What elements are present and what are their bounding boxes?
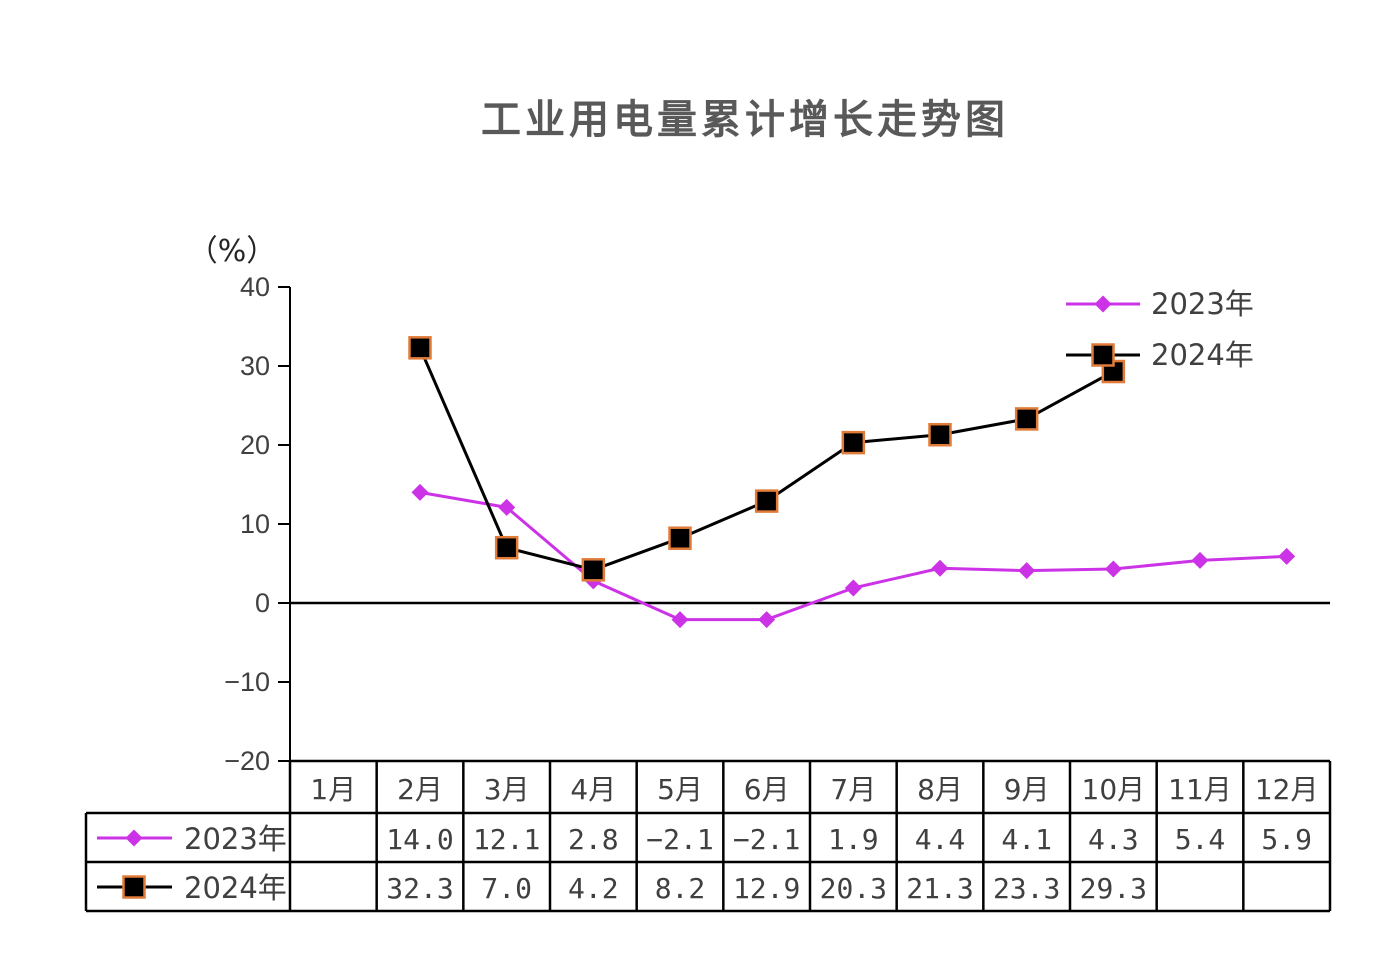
table-value-cell: 5.9 bbox=[1261, 823, 1312, 856]
table-value-cell: 8.2 bbox=[655, 872, 706, 905]
table-value-cell: 4.4 bbox=[915, 823, 966, 856]
table-value-cell: 12.9 bbox=[733, 872, 800, 905]
data-table: 1月 2月 3月 4月 5月 6月 7月 8月 9月 10月 11月 12月 2023年 14.0 12.1… bbox=[84, 759, 1332, 913]
table-value-cell: 20.3 bbox=[820, 872, 887, 905]
series-0-point bbox=[671, 611, 689, 629]
table-value-cell: 5.4 bbox=[1175, 823, 1226, 856]
table-value-cell: 32.3 bbox=[386, 872, 453, 905]
legend-label: 2024年 bbox=[1151, 338, 1254, 372]
table-header-cell: 5月 bbox=[657, 773, 703, 806]
table-header-cell: 10月 bbox=[1082, 773, 1146, 806]
series-0 bbox=[411, 483, 1296, 629]
table-value-cell: 7.0 bbox=[481, 872, 532, 905]
table-header-cell: 1月 bbox=[310, 773, 356, 806]
table-value-cell: 4.2 bbox=[568, 872, 619, 905]
table-value-cell: 4.3 bbox=[1088, 823, 1139, 856]
y-tick-label: −10 bbox=[224, 667, 270, 697]
series-1-point bbox=[754, 489, 779, 513]
y-axis-unit-label: （%） bbox=[188, 234, 277, 269]
series-0-point bbox=[758, 611, 776, 629]
series-layer bbox=[408, 336, 1296, 629]
series-line-1 bbox=[418, 347, 1115, 572]
table-value-cell: −2.1 bbox=[646, 823, 713, 856]
table-row-legend: 2023年 bbox=[97, 822, 287, 856]
series-0-point bbox=[1278, 547, 1296, 565]
series-1-point bbox=[581, 558, 606, 582]
series-0-point bbox=[1104, 560, 1122, 578]
axes: 40 30 20 10 0 −10 −20 bbox=[224, 272, 1330, 776]
table-header-cell: 2月 bbox=[397, 773, 443, 806]
table-header-cell: 12月 bbox=[1255, 773, 1319, 806]
series-0-point bbox=[1191, 551, 1209, 569]
table-value-cell: 23.3 bbox=[993, 872, 1060, 905]
table-value-cell: 21.3 bbox=[906, 872, 973, 905]
table-row-label: 2023年 bbox=[184, 822, 287, 856]
table-header-cell: 7月 bbox=[830, 773, 876, 806]
table-legend-marker bbox=[122, 875, 146, 899]
series-1 bbox=[408, 336, 1126, 582]
series-0-point bbox=[411, 483, 429, 501]
legend-marker bbox=[1094, 295, 1112, 313]
y-tick-label: 30 bbox=[240, 351, 270, 381]
table-header-cell: 11月 bbox=[1168, 773, 1232, 806]
table-header-cell: 9月 bbox=[1004, 773, 1050, 806]
series-0-point bbox=[1018, 562, 1036, 580]
table-header-cell: 6月 bbox=[744, 773, 790, 806]
table-header-cell: 3月 bbox=[484, 773, 530, 806]
series-1-point bbox=[408, 336, 432, 360]
chart-title: 工业用电量累计增长走势图 bbox=[481, 97, 1009, 143]
table-value-cell: 29.3 bbox=[1080, 872, 1147, 905]
table-value-cell: 4.1 bbox=[1001, 823, 1052, 856]
series-0-point bbox=[498, 498, 516, 516]
table-value-cell: 2.8 bbox=[568, 823, 619, 856]
series-1-point bbox=[928, 422, 952, 447]
series-1-point bbox=[494, 535, 519, 560]
table-row-legend: 2024年 bbox=[97, 871, 287, 905]
legend-label: 2023年 bbox=[1151, 287, 1254, 321]
series-1-point bbox=[668, 526, 692, 550]
table-value-cell: 1.9 bbox=[828, 823, 879, 856]
table-header-cell: 8月 bbox=[917, 773, 963, 806]
table-value-cell: 12.1 bbox=[473, 823, 540, 856]
y-tick-label: 20 bbox=[240, 430, 270, 460]
legend-entry-0: 2023年 bbox=[1066, 287, 1254, 321]
table-value-cell: 14.0 bbox=[386, 823, 453, 856]
y-tick-label: 10 bbox=[240, 509, 270, 539]
series-0-point bbox=[931, 559, 949, 577]
table-row-label: 2024年 bbox=[184, 871, 287, 905]
table-value-cell: −2.1 bbox=[733, 823, 800, 856]
legend: 2023年 2024年 bbox=[1066, 287, 1254, 372]
legend-entry-1: 2024年 bbox=[1066, 338, 1254, 372]
table-legend-marker bbox=[125, 829, 143, 847]
series-1-point bbox=[841, 430, 866, 455]
series-line-0 bbox=[419, 490, 1287, 622]
legend-marker bbox=[1091, 343, 1115, 367]
series-1-point bbox=[1014, 407, 1039, 431]
y-tick-label: 0 bbox=[255, 588, 270, 618]
table-header-cell: 4月 bbox=[570, 773, 616, 806]
series-0-point bbox=[844, 579, 862, 597]
y-tick-label: 40 bbox=[240, 272, 270, 302]
y-tick-label: −20 bbox=[224, 746, 270, 776]
